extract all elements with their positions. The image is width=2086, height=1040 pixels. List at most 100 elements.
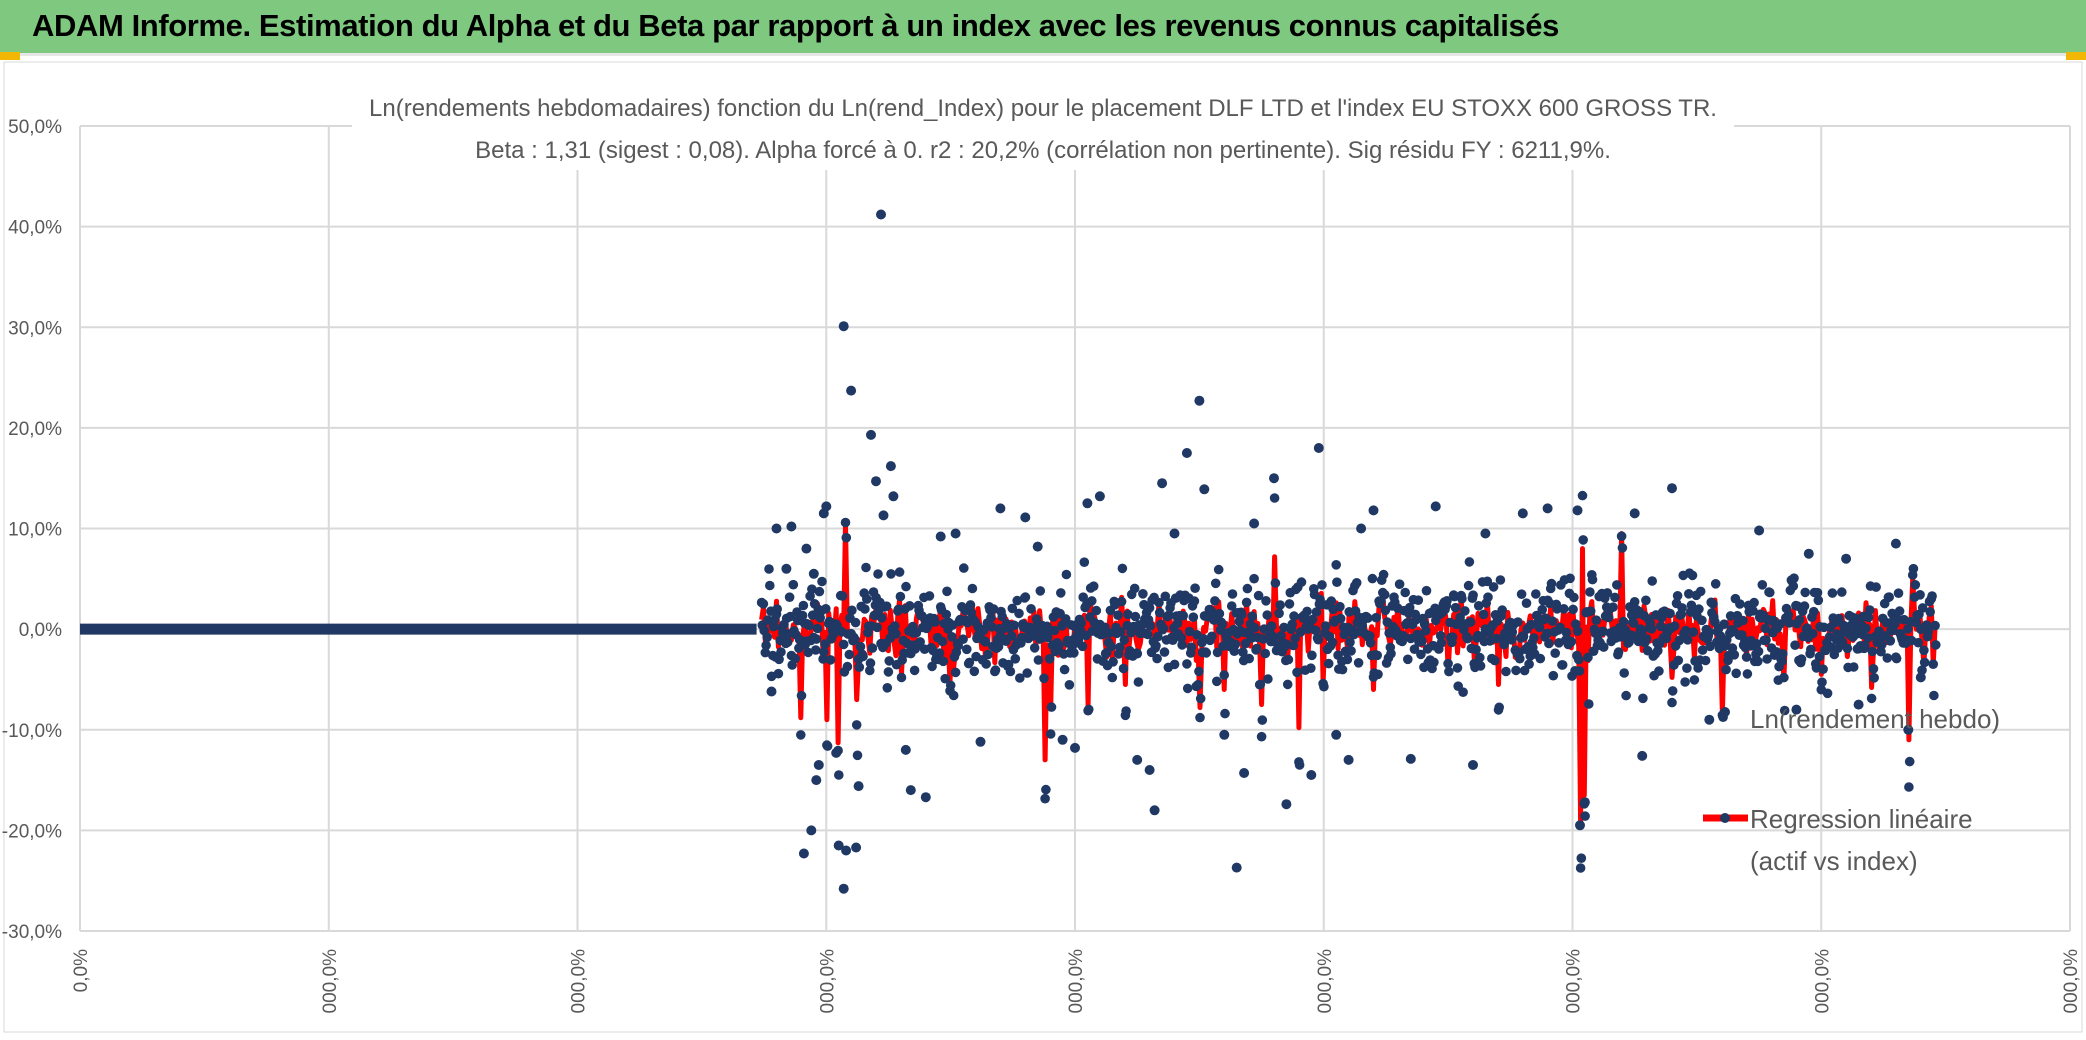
data-point [1697,645,1708,655]
data-point [937,636,948,647]
chart-container[interactable]: 50,0% 40,0% 30,0% 20,0% 10,0% 0,0% -10,0% -20,0… [0,60,2086,1035]
data-point [855,641,866,652]
data-point [978,625,989,636]
data-point [785,611,796,622]
data-point [812,623,823,634]
data-point [1475,661,1486,671]
data-point [773,668,784,679]
data-point [1400,587,1410,598]
data-point [840,517,851,528]
data-point [1602,588,1613,598]
data-point [1757,580,1768,590]
data-point [934,648,945,658]
data-point [1842,643,1853,654]
data-point [1416,649,1426,660]
data-point [1104,628,1115,638]
data-point [862,594,872,604]
data-point [1929,690,1939,701]
data-point [1647,576,1657,586]
data-point-outlier [876,209,886,220]
data-point [945,680,956,691]
data-point [1672,591,1683,601]
data-point [1928,659,1938,669]
data-point [1552,604,1562,614]
data-point [1903,624,1913,634]
data-point [883,667,894,677]
data-point [1788,581,1799,591]
y-tick-label: 40,0% [8,218,62,239]
data-point [1311,607,1322,617]
chart-legend[interactable]: Ln(rendement hebdo) Regression linéaire … [1703,704,2000,876]
data-point [1207,631,1217,642]
data-point [1323,658,1334,669]
data-point [1482,576,1493,587]
data-point [1548,670,1559,681]
data-point-outlier [878,510,889,521]
data-point [1039,673,1049,684]
data-point [1762,654,1772,664]
data-point [1719,619,1729,629]
data-point [1363,613,1373,623]
data-point [1084,704,1094,715]
data-point [1565,573,1575,584]
data-point [1704,627,1715,638]
data-point [1133,677,1144,687]
data-point [1417,636,1427,646]
data-point-outlier [1579,797,1590,808]
legend-marker-regression [1720,813,1730,823]
data-point [837,591,848,601]
data-point [1210,578,1221,589]
data-point [1868,664,1879,674]
data-point [1910,580,1921,590]
data-point [1263,674,1273,684]
data-point [1460,606,1470,616]
data-point [1511,665,1521,676]
report-title: ADAM Informe. Estimation du Alpha et du … [32,8,1559,43]
data-point [947,632,957,642]
data-point [938,656,949,667]
data-point [1113,610,1123,620]
data-point [1337,664,1348,675]
data-point [872,622,882,633]
data-point [1927,591,1937,601]
data-point [1189,596,1200,606]
data-point-outlier [900,744,911,755]
data-point [1049,625,1060,636]
data-point [1116,596,1127,607]
data-point [980,637,991,647]
data-point [1742,669,1753,679]
data-point [1184,626,1195,637]
data-point [1891,653,1902,664]
data-point [1568,604,1578,615]
data-point [1521,598,1532,608]
data-point [990,665,1001,675]
data-point-outlier [1144,765,1155,775]
data-point [1585,587,1595,597]
data-point [1237,609,1247,620]
data-point [1045,729,1056,739]
data-point [1015,673,1025,683]
data-point [1700,655,1711,666]
data-point [825,655,836,665]
data-point [1641,634,1652,644]
data-point [895,591,906,602]
data-point-outlier [1070,742,1080,753]
data-point-outlier [995,503,1006,514]
data-point [1035,586,1046,596]
data-point-outlier [853,781,864,792]
data-point [881,601,892,611]
scatter-chart[interactable]: 50,0% 40,0% 30,0% 20,0% 10,0% 0,0% -10,0% -20,0… [0,60,2086,1035]
data-point [1546,578,1557,589]
data-point [1107,672,1118,683]
data-point [1569,592,1579,603]
x-tick-label: 0,0% [71,949,92,992]
data-point [1154,597,1164,608]
data-point [930,617,940,627]
data-point [1214,608,1225,619]
y-tick-label: 50,0% [8,117,62,138]
data-point [1534,622,1545,633]
data-point [1398,631,1409,641]
data-point [1429,657,1439,668]
data-point [1866,693,1877,704]
data-point-outlier [801,543,812,554]
